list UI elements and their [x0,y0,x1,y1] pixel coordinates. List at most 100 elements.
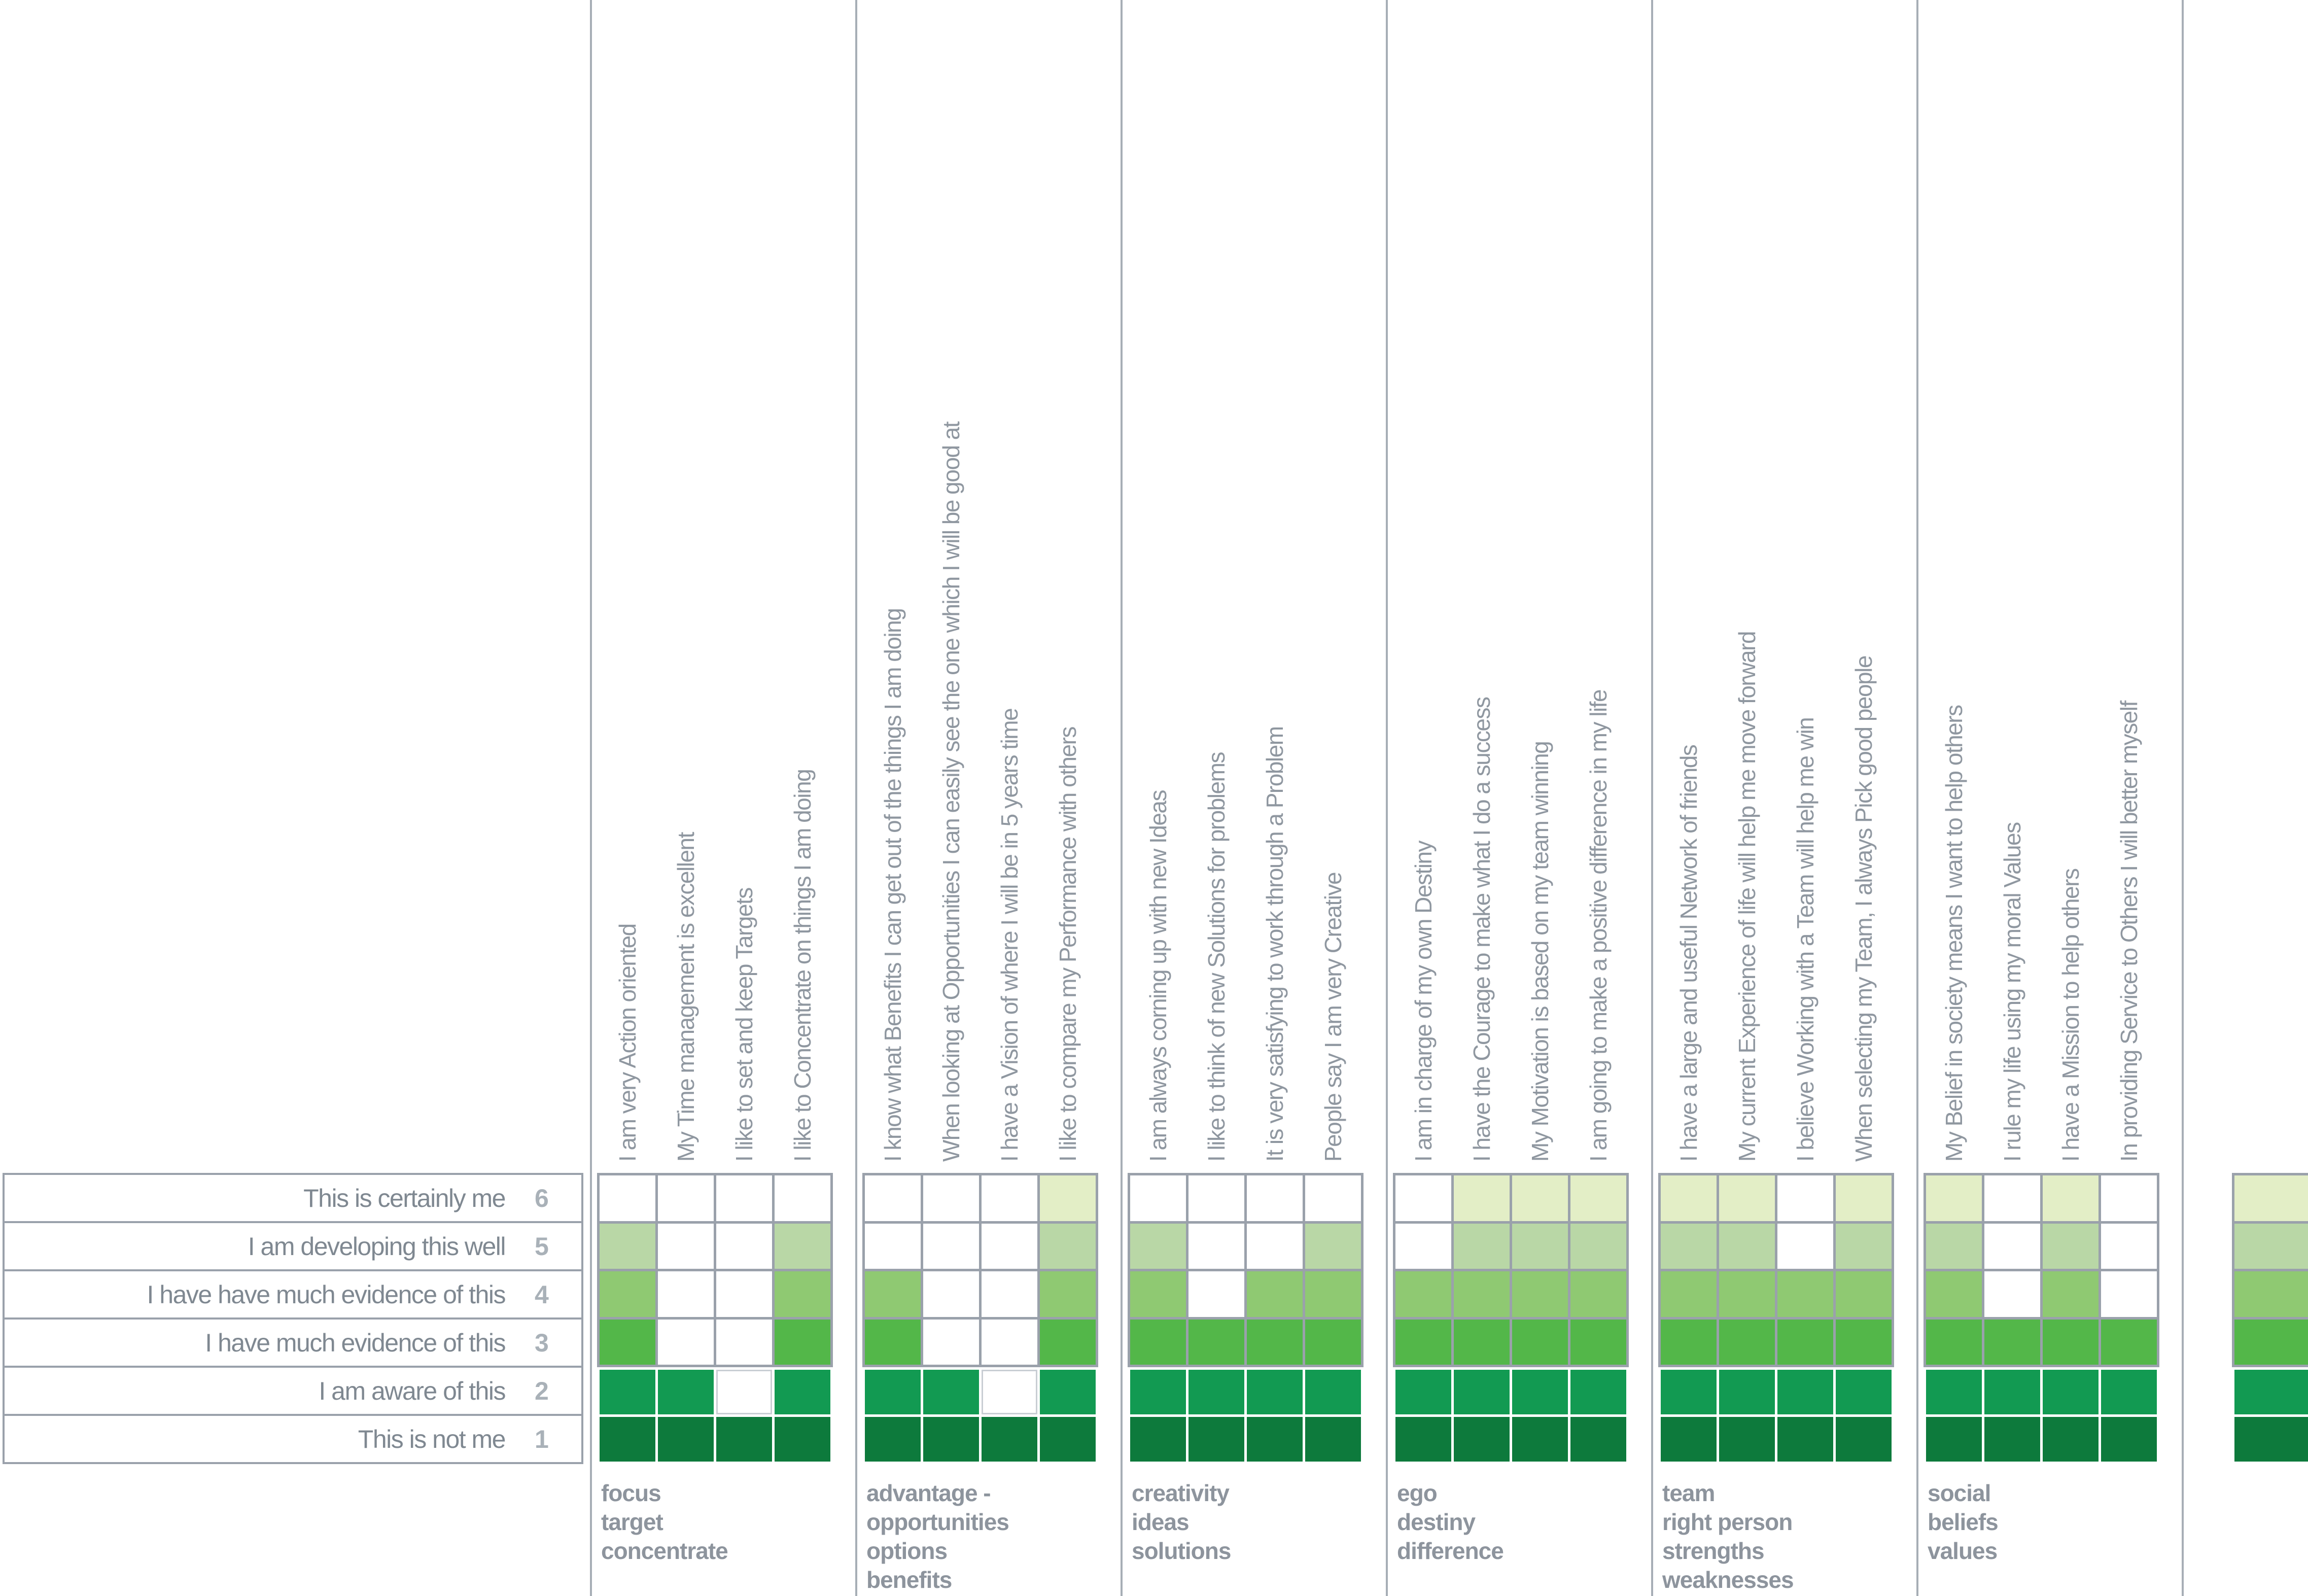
group-grid-bottom [1924,1367,2159,1464]
group-footer-line: ego [1397,1480,1438,1506]
column-statement-label: When looking at Opportunities I can easi… [938,422,964,1162]
group-footer-line: weaknesses [1662,1567,1794,1593]
matrix-cell [1777,1223,1833,1269]
matrix-cell [2234,1271,2308,1317]
legend-row: This is not me 1 [5,1414,581,1462]
matrix-cell [1719,1175,1775,1221]
matrix-cell [1836,1319,1892,1365]
matrix-cell [775,1370,830,1414]
matrix-cell [923,1175,979,1221]
matrix-cell [1040,1370,1096,1414]
matrix-cell [865,1223,921,1269]
matrix-cell [1395,1175,1451,1221]
matrix-cell [982,1175,1037,1221]
group-footer-line: creativity [1132,1480,1230,1506]
matrix-cell [1130,1271,1186,1317]
matrix-cell [1570,1223,1626,1269]
group-footer-line: difference [1397,1538,1504,1564]
matrix-cell [658,1223,714,1269]
matrix-cell [1836,1223,1892,1269]
group-grid-top [1924,1173,2159,1367]
matrix-cell [1570,1319,1626,1365]
group-grid-bottom [862,1367,1098,1464]
matrix-cell [1661,1175,1717,1221]
matrix-cell [1454,1223,1510,1269]
matrix-cell [1130,1223,1186,1269]
matrix-cell [1984,1223,2040,1269]
matrix-cell [1305,1271,1361,1317]
matrix-cell [1984,1271,2040,1317]
matrix-cell [1512,1417,1568,1462]
legend-label: I am developing this well [248,1232,506,1261]
matrix-cell [716,1175,772,1221]
matrix-cell [1661,1223,1717,1269]
matrix-cell [1570,1370,1626,1414]
group-footer: ego destiny difference [1397,1479,1635,1566]
matrix-cell [1454,1370,1510,1414]
matrix-cell [1188,1271,1244,1317]
matrix-cell [865,1271,921,1317]
matrix-cell [982,1223,1037,1269]
matrix-cell [1512,1175,1568,1221]
matrix-cell [600,1319,655,1365]
column-statement-label: I am very Action oriented [614,924,641,1162]
matrix-cell [775,1271,830,1317]
matrix-cell [658,1370,714,1414]
matrix-cell [2101,1319,2157,1365]
matrix-cell [1926,1175,1982,1221]
legend-label: I have much evidence of this [205,1328,506,1357]
matrix-cell [923,1271,979,1317]
matrix-cell [658,1319,714,1365]
legend-row: I have have much evidence of this 4 [5,1269,581,1317]
matrix-cell [1454,1271,1510,1317]
matrix-cell [1305,1370,1361,1414]
matrix-cell [716,1417,772,1462]
matrix-cell [1188,1370,1244,1414]
matrix-cell [2234,1417,2308,1462]
column-statement-label: It is very satisfying to work through a … [1262,726,1288,1162]
column-statement-label: I am in charge of my own Destiny [1410,841,1437,1162]
matrix-cell [600,1271,655,1317]
matrix-cell [775,1175,830,1221]
matrix-cell [2101,1417,2157,1462]
matrix-cell [716,1370,772,1414]
matrix-cell [2234,1370,2308,1414]
column-statement-label: In providing Service to Others I will be… [2116,701,2142,1162]
matrix-cell [1188,1223,1244,1269]
matrix-cell [923,1319,979,1365]
group-footer-line: social [1928,1480,1991,1506]
matrix-cell [1836,1417,1892,1462]
matrix-cell [1130,1370,1186,1414]
matrix-cell [1661,1370,1717,1414]
matrix-cell [2101,1175,2157,1221]
matrix-cell [865,1370,921,1414]
group-separator-line [590,0,592,1596]
legend-row: I have much evidence of this 3 [5,1317,581,1366]
matrix-cell [1247,1271,1303,1317]
group-grid-top [862,1173,1098,1367]
legend-score: 4 [535,1280,549,1309]
group-footer-line: team [1662,1480,1715,1506]
matrix-cell [1926,1417,1982,1462]
matrix-cell [2043,1223,2099,1269]
group-footer-line: target [601,1509,663,1535]
matrix-cell [1188,1319,1244,1365]
matrix-cell [1719,1319,1775,1365]
matrix-cell [1454,1175,1510,1221]
scale-legend: This is certainly me 6 I am developing thi… [3,1173,583,1464]
matrix-cell [1040,1223,1096,1269]
matrix-cell [982,1417,1037,1462]
group-footer: advantage - opportunities options benefits [866,1479,1105,1594]
group-footer: focus target concentrate [601,1479,840,1566]
group-footer-line: strengths [1662,1538,1765,1564]
matrix-cell [1395,1417,1451,1462]
matrix-cell [1040,1271,1096,1317]
matrix-cell [1984,1319,2040,1365]
matrix-cell [775,1417,830,1462]
matrix-cell [1512,1271,1568,1317]
matrix-cell [865,1175,921,1221]
column-statement-label: I like to set and keep Targets [731,888,757,1162]
column-statement-label: I have the Courage to make what I do a s… [1468,697,1495,1162]
group-grid-top [597,1173,833,1367]
legend-row: This is certainly me 6 [5,1175,581,1221]
